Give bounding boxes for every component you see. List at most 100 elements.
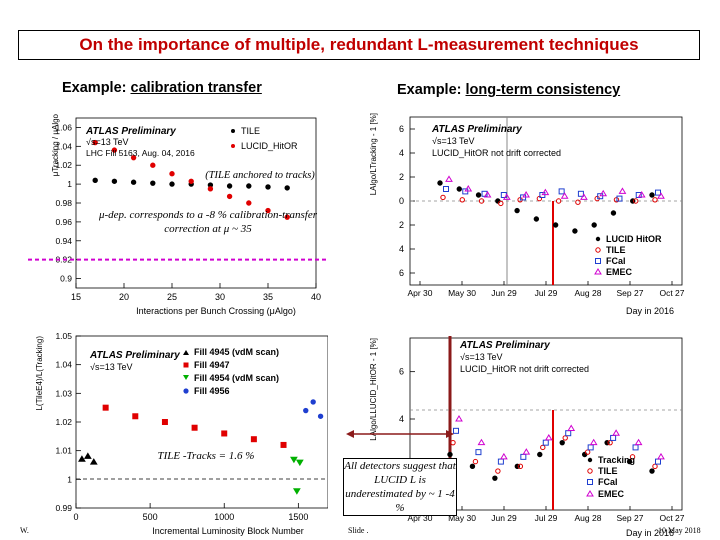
bl-legend-4947: Fill 4947 [194,360,230,370]
tr-point-3 [541,188,550,196]
br-point-2 [632,444,639,451]
br-point-1 [495,468,501,474]
br-point-3 [589,438,598,446]
slide-title-box: On the importance of multiple, redundant… [18,30,700,60]
note-mu-dependence: μ-dep. corresponds to a -8 % calibration… [98,209,318,235]
tl-tile-point [284,185,290,191]
right-heading-link[interactable]: long-term consistency [465,82,621,98]
bl-energy-label: √s=13 TeV [90,362,133,372]
bl-yticks: 0.99 1 1.01 1.02 1.03 1.04 1.05 [55,331,81,513]
br-ytick-label: 4 [399,414,404,424]
tr-point-1 [459,197,465,203]
bl-xtick-label: 500 [143,512,158,522]
tl-tile-point [246,183,252,189]
tl-xticks: 15 20 25 30 35 40 [71,283,321,302]
bl-point-1 [191,424,198,431]
tr-legend-lucid: LUCID HitOR [606,234,662,244]
tr-point-3 [580,193,588,200]
br-legend-emec-marker [586,490,594,497]
bl-atlas-label: ATLAS Preliminary [89,350,180,361]
tl-ylabel: μTracking / μAlgo [51,113,60,176]
br-point-1 [629,454,636,460]
br-xlabel: Day in 2016 [626,528,674,538]
br-point-2 [655,458,661,465]
footer-author: W. [20,526,29,535]
tl-legend-lucid-marker [231,144,235,148]
left-heading: Example: calibration transfer [62,80,262,96]
tr-point-3 [483,191,492,198]
tr-xtick-label: Aug 28 [575,288,602,298]
bl-point-1 [102,404,109,411]
tr-point-0 [649,192,655,198]
br-point-1 [472,458,479,465]
tl-legend-lucid: LUCID_HitOR [241,141,298,151]
tl-xtick-label: 40 [311,292,321,302]
tr-point-2 [655,189,661,196]
tl-lucid-point [284,214,290,220]
bl-point-0 [83,452,92,459]
tr-point-1 [498,200,504,207]
tr-point-3 [502,193,511,200]
tl-ytick-label: 1.02 [55,160,72,170]
tr-xticks: Apr 30 May 30 Jun 29 Jul 29 Aug 28 Sep 27 Oct … [407,281,685,298]
left-heading-link[interactable]: calibration transfer [130,80,262,96]
bl-xticks: 0 500 1000 1500 [73,503,308,522]
tl-tile-point [169,181,175,187]
tl-lucid-point [92,139,98,146]
footer-date: 10 May 2018 [658,526,701,535]
br-point-3 [522,448,531,455]
br-point-0 [492,475,498,481]
br-xtick-label: May 30 [448,513,476,523]
br-xtick-label: Apr 30 [407,513,432,523]
tl-run-label: LHC Fill 5163, Aug. 04, 2016 [86,148,195,158]
tr-xlabel: Day in 2016 [626,306,674,316]
bl-ylabel: L(TileE4)/L(Tracking) [35,336,44,411]
br-point-2 [610,434,617,441]
bl-point-1 [280,441,287,448]
tr-point-1 [613,197,620,203]
tl-tile-point [92,177,98,184]
br-point-1 [450,439,456,446]
br-xtick-label: Jun 29 [491,513,517,523]
br-xtick-label: Oct 27 [659,513,684,523]
tl-lucid-point [169,171,175,177]
tr-point-2 [577,190,584,197]
br-point-2 [453,427,459,434]
bl-legend-4956: Fill 4956 [194,386,230,396]
bl-point-2 [292,488,301,495]
br-point-2 [587,444,594,451]
tr-ylabel: LAlgo/LTracking - 1 [%] [369,113,378,195]
br-point-1 [652,463,658,470]
tr-point-3 [464,185,473,192]
bl-legend-4947-marker [183,362,189,368]
tl-legend-tile-marker [231,129,235,133]
br-subtitle: LUCID_HitOR not drift corrected [460,364,589,374]
br-point-3 [544,433,553,441]
tr-xtick-label: Jul 29 [535,288,558,298]
br-ylabel: LAlgo/LLUCID_HitOR - 1 [%] [369,338,378,441]
br-point-3 [567,424,576,431]
tr-xtick-label: May 30 [448,288,476,298]
note-detectors: All detectors suggest that LUCID L is un… [343,458,457,516]
tl-lucid-point [188,178,194,184]
bl-point-0 [89,458,98,465]
br-point-3 [612,429,620,436]
left-heading-prefix: Example: [62,80,131,96]
br-energy-label: √s=13 TeV [460,352,503,362]
br-point-2 [542,439,549,446]
right-heading-prefix: Example: [397,82,466,98]
tr-point-3 [657,192,665,199]
tr-point-1 [555,198,562,204]
tl-ytick-label: 1 [67,179,72,189]
tr-point-0 [552,222,559,228]
tr-point-0 [495,198,501,204]
tl-ytick-label: 0.9 [60,274,72,284]
br-point-1 [562,435,568,441]
tr-point-2 [443,186,449,192]
br-xtick-label: Sep 27 [617,513,644,523]
br-legend-emec: EMEC [598,489,625,499]
bl-point-0 [78,455,86,462]
tr-legend-box [588,233,676,281]
tl-energy-label: √s=13 TeV [86,137,129,147]
br-xtick-label: Aug 28 [575,513,602,523]
